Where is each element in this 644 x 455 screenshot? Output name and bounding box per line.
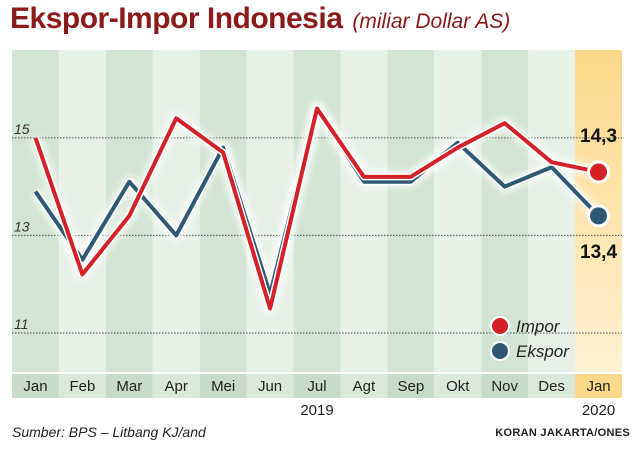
x-axis-cell <box>528 374 576 398</box>
year-label: 2020 <box>582 402 615 419</box>
chart-subtitle: (miliar Dollar AS) <box>352 10 511 33</box>
x-axis-cell <box>246 374 294 398</box>
x-axis-cell <box>199 374 247 398</box>
source-note: Sumber: BPS – Litbang KJ/and <box>12 424 206 440</box>
x-tick-label: Jan <box>586 378 610 395</box>
chart-title: Ekspor-Impor Indonesia <box>10 2 343 35</box>
x-tick-label: Feb <box>69 378 95 395</box>
x-tick-label: Jun <box>258 378 282 395</box>
end-marker-ekspor <box>587 204 611 228</box>
legend-marker-ekspor <box>490 341 510 361</box>
month-band <box>528 50 576 372</box>
credit-note: KORAN JAKARTA/ONES <box>495 427 630 439</box>
x-axis-cell <box>58 374 106 398</box>
x-tick-label: Mar <box>116 378 142 395</box>
month-band <box>293 50 341 372</box>
x-tick-label: Apr <box>165 378 188 395</box>
x-tick-label: Jan <box>23 378 47 395</box>
month-band <box>434 50 482 372</box>
legend-label-impor: Impor <box>516 317 561 336</box>
legend-marker-impor <box>490 316 510 336</box>
x-axis-cell <box>105 374 153 398</box>
x-tick-label: Okt <box>446 378 470 395</box>
x-tick-label: Des <box>538 378 565 395</box>
year-label: 2019 <box>300 402 333 419</box>
x-axis-cell <box>152 374 200 398</box>
x-tick-label: Nov <box>491 378 518 395</box>
end-marker-impor <box>587 160 611 184</box>
month-band <box>340 50 388 372</box>
legend-label-ekspor: Ekspor <box>516 342 570 361</box>
end-label-ekspor: 13,4 <box>580 242 617 263</box>
y-tick-label: 15 <box>14 121 30 137</box>
end-label-impor: 14,3 <box>580 126 617 147</box>
x-tick-label: Jul <box>307 378 326 395</box>
series-line-impor <box>33 106 599 311</box>
x-axis-cell <box>575 374 622 398</box>
x-axis-cell <box>481 374 529 398</box>
y-tick-label: 11 <box>14 316 29 332</box>
month-band <box>387 50 435 372</box>
chart-title-row: Ekspor-Impor Indonesia (miliar Dollar AS… <box>10 2 510 46</box>
x-axis-cell <box>387 374 435 398</box>
x-tick-label: Mei <box>211 378 235 395</box>
x-tick-label: Sep <box>397 378 424 395</box>
x-tick-label: Agt <box>353 378 376 395</box>
x-axis-cell <box>12 374 59 398</box>
x-axis-cell <box>293 374 341 398</box>
x-axis-cell <box>340 374 388 398</box>
y-tick-label: 13 <box>14 218 30 234</box>
x-axis-cell <box>434 374 482 398</box>
